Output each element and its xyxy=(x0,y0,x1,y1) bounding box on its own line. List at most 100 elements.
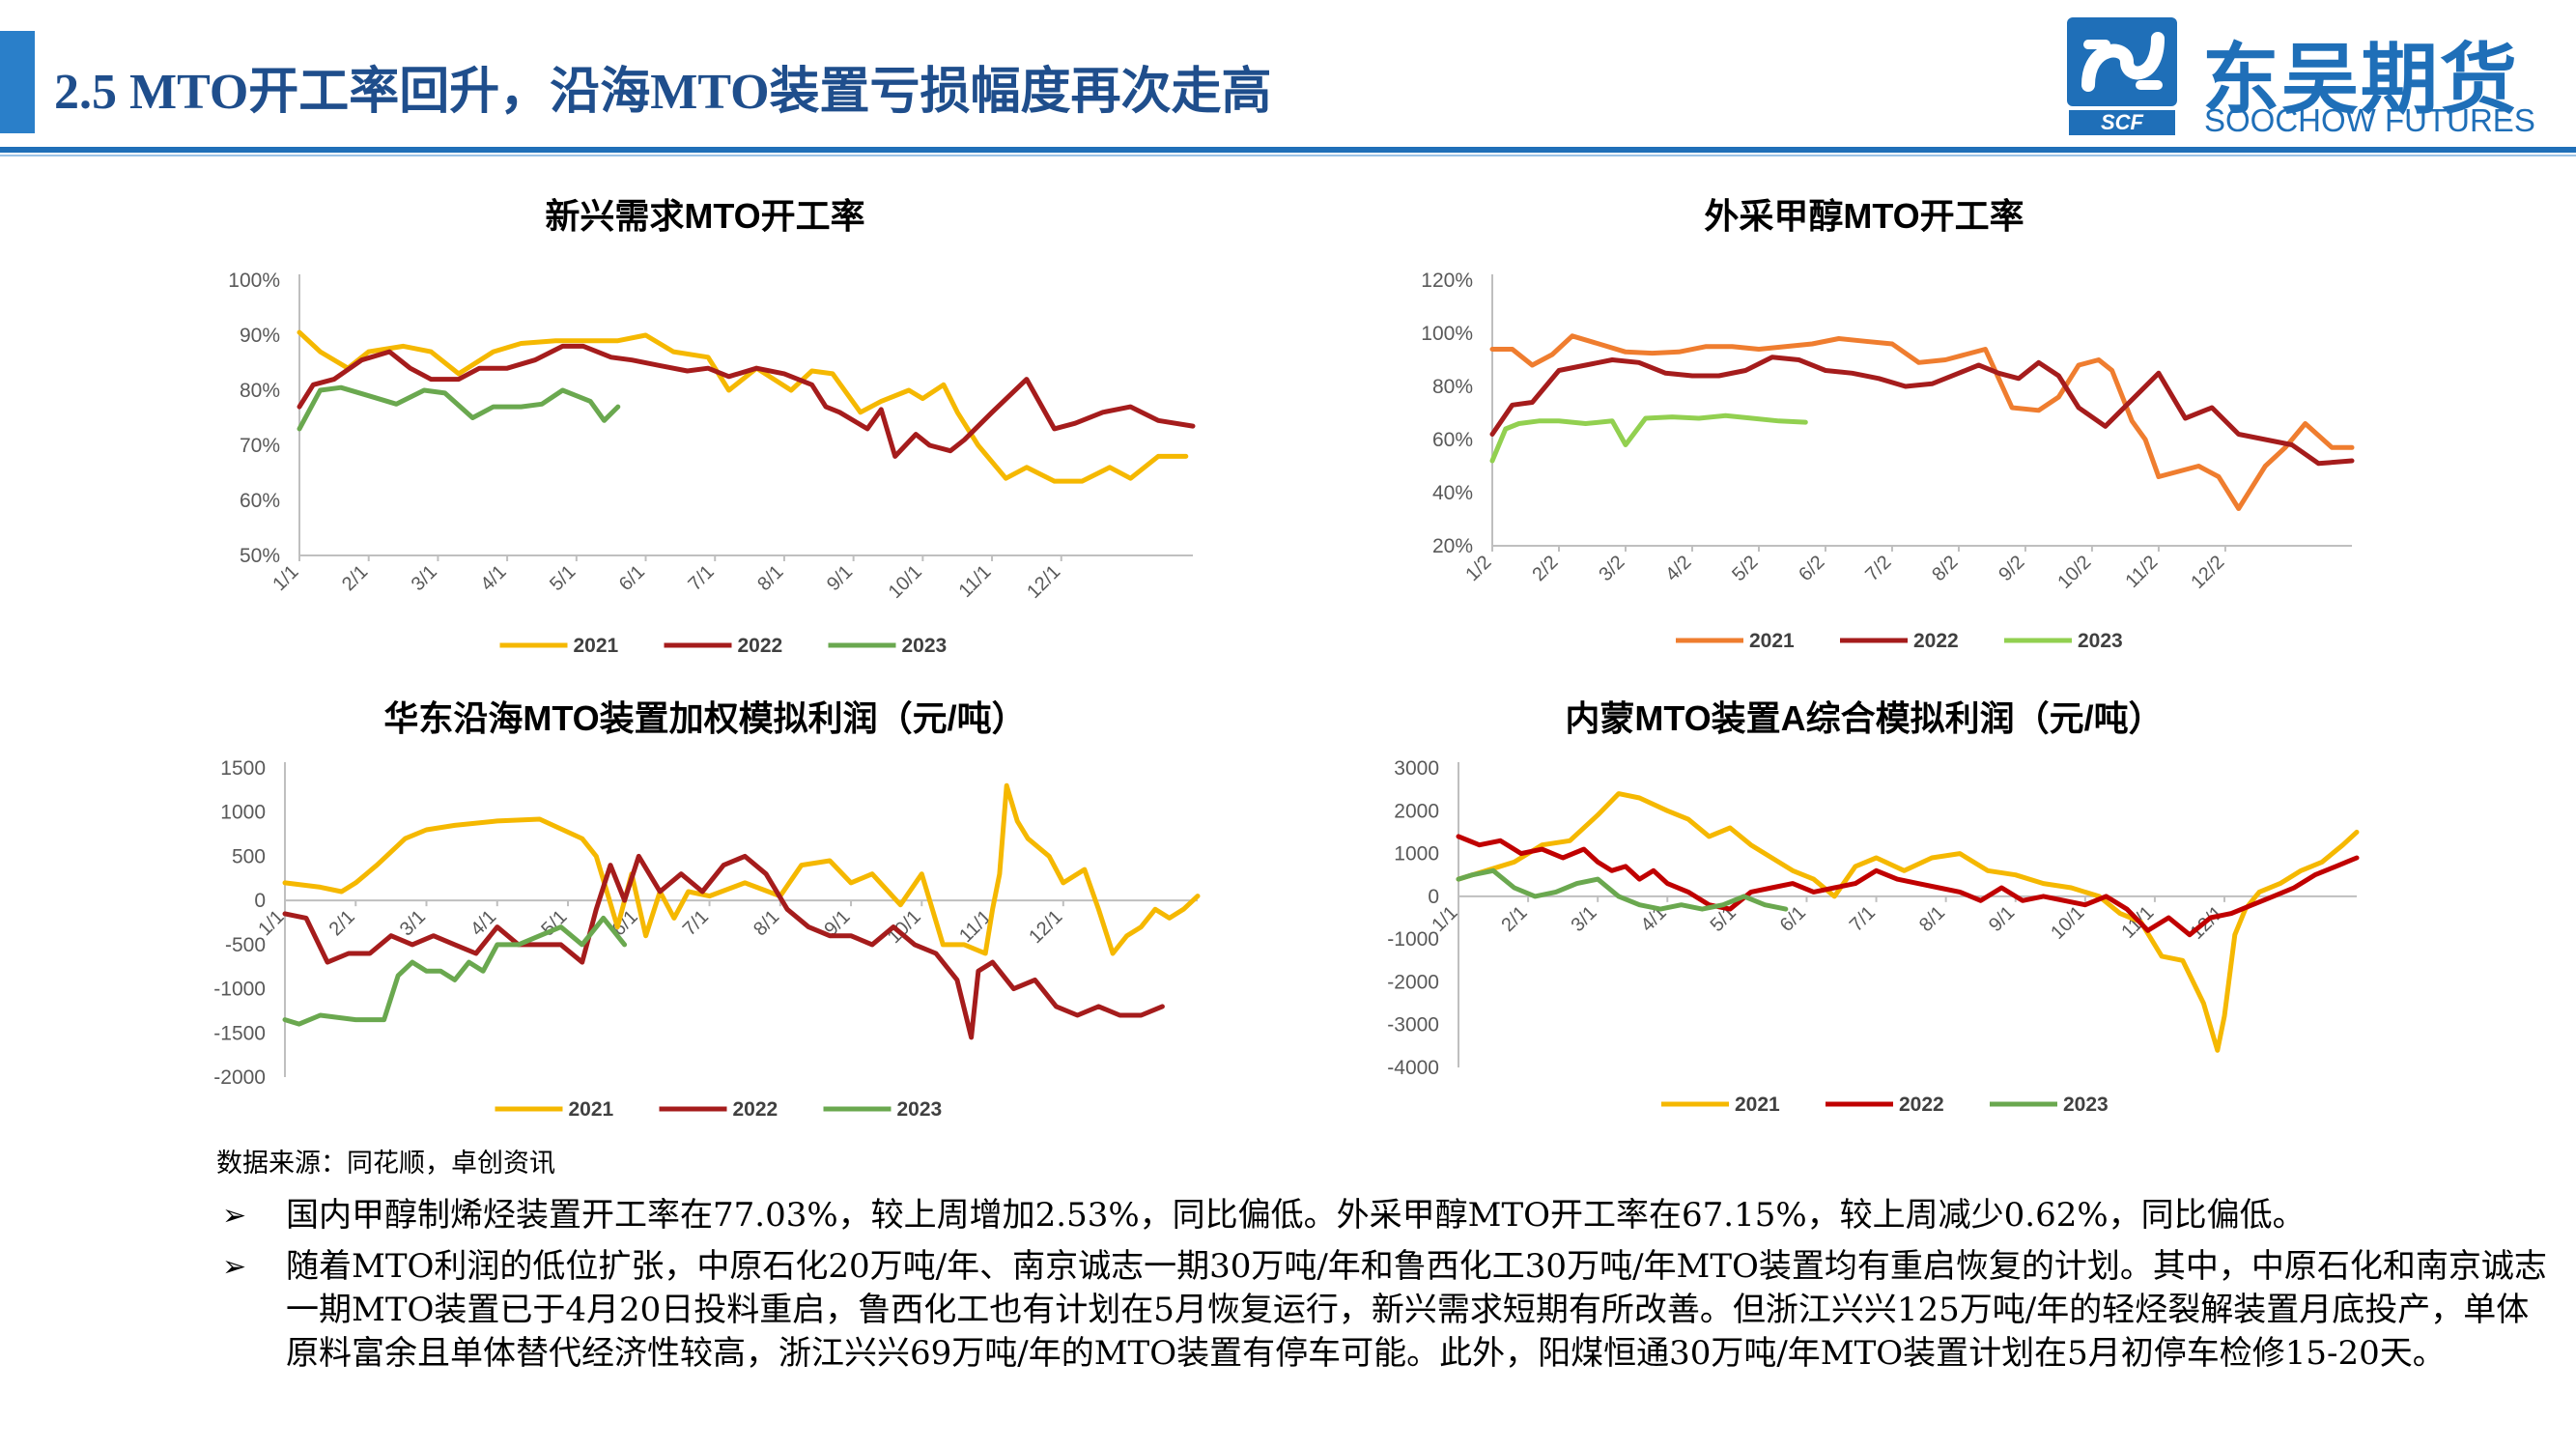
logo-chinese-name: 东吴期货 xyxy=(2202,35,2519,125)
x-tick-label: 8/2 xyxy=(1928,552,1962,585)
series-line-2022 xyxy=(282,853,1165,1040)
y-tick-label: 2000 xyxy=(1394,800,1439,822)
legend-label: 2022 xyxy=(1899,1094,1944,1116)
y-tick-label: -1500 xyxy=(213,1022,266,1044)
x-tick-label: 5/1 xyxy=(546,561,580,595)
series-line-2023 xyxy=(1489,412,1808,464)
x-tick-label: 12/1 xyxy=(1023,561,1064,603)
x-tick-label: 5/2 xyxy=(1728,552,1762,585)
legend-label: 2023 xyxy=(2063,1094,2109,1116)
bullet-text-2: 随着MTO利润的低位扩张，中原石化20万吨/年、南京诚志一期30万吨/年和鲁西化… xyxy=(286,1247,2547,1373)
y-tick-label: 1000 xyxy=(1394,843,1439,866)
x-tick-label: 6/1 xyxy=(615,561,649,595)
header-divider-light xyxy=(0,155,2576,156)
x-tick-label: 11/1 xyxy=(955,561,996,602)
x-tick-label: 7/1 xyxy=(1846,902,1880,936)
y-tick-label: 70% xyxy=(240,435,280,457)
x-tick-label: 8/1 xyxy=(753,561,787,595)
x-tick-label: 9/1 xyxy=(1985,902,2019,936)
header-divider xyxy=(0,147,2576,153)
x-tick-label: 3/2 xyxy=(1595,552,1628,585)
legend-label: 2021 xyxy=(1749,630,1795,652)
x-tick-label: 3/1 xyxy=(1567,902,1600,936)
x-tick-label: 8/1 xyxy=(750,906,783,940)
logo-mark-icon xyxy=(2067,17,2177,106)
y-tick-label: 100% xyxy=(228,270,280,292)
y-tick-label: 90% xyxy=(240,325,280,347)
y-tick-label: 500 xyxy=(232,845,266,867)
x-tick-label: 12/1 xyxy=(1025,906,1066,948)
x-tick-label: 2/1 xyxy=(1497,902,1531,936)
bullet-list: ➢ 国内甲醇制烯烃装置开工率在77.03%，较上周增加2.53%，同比偏低。外采… xyxy=(218,1194,2556,1383)
y-tick-label: 120% xyxy=(1421,270,1473,292)
y-tick-label: 60% xyxy=(240,490,280,512)
y-tick-label: 40% xyxy=(1432,482,1473,504)
chart-title: 外采甲醇MTO开工率 xyxy=(1704,196,2024,236)
y-tick-label: -2000 xyxy=(1387,971,1439,993)
x-tick-label: 7/1 xyxy=(685,561,719,595)
x-tick-label: 2/1 xyxy=(326,906,359,940)
legend-label: 2022 xyxy=(733,1098,778,1121)
legend-label: 2023 xyxy=(2078,630,2123,652)
x-tick-label: 11/2 xyxy=(2121,552,2162,592)
chart-title: 华东沿海MTO装置加权模拟利润（元/吨） xyxy=(383,698,1026,738)
company-logo: SCF 东吴期货 SOOCHOW FUTURES xyxy=(2065,15,2567,139)
y-tick-label: 50% xyxy=(240,545,280,567)
bullet-item-1: ➢ 国内甲醇制烯烃装置开工率在77.03%，较上周增加2.53%，同比偏低。外采… xyxy=(218,1194,2556,1237)
x-tick-label: 7/1 xyxy=(679,906,713,940)
y-tick-label: 20% xyxy=(1432,535,1473,557)
y-tick-label: 80% xyxy=(240,380,280,402)
y-tick-label: 0 xyxy=(1428,886,1439,908)
x-tick-label: 6/2 xyxy=(1795,552,1828,585)
title-accent-bar xyxy=(0,31,35,133)
y-tick-label: -500 xyxy=(225,934,266,956)
legend-label: 2023 xyxy=(897,1098,943,1121)
series-line-2023 xyxy=(1456,867,1789,912)
x-tick-label: 12/2 xyxy=(2187,552,2228,593)
bullet-item-2: ➢ 随着MTO利润的低位扩张，中原石化20万吨/年、南京诚志一期30万吨/年和鲁… xyxy=(218,1245,2556,1376)
bullet-text-1: 国内甲醇制烯烃装置开工率在77.03%，较上周增加2.53%，同比偏低。外采甲醇… xyxy=(286,1196,2306,1235)
y-tick-label: 0 xyxy=(254,890,266,912)
x-tick-label: 10/1 xyxy=(885,561,926,603)
y-tick-label: 100% xyxy=(1421,323,1473,345)
y-tick-label: 1000 xyxy=(220,802,266,824)
series-line-2021 xyxy=(1456,791,2360,1053)
y-tick-label: -1000 xyxy=(213,979,266,1001)
y-tick-label: -1000 xyxy=(1387,928,1439,951)
legend-label: 2021 xyxy=(569,1098,614,1121)
legend-label: 2021 xyxy=(1735,1094,1780,1116)
series-line-2021 xyxy=(297,329,1189,484)
series-line-2022 xyxy=(297,343,1196,459)
series-line-2023 xyxy=(297,384,621,432)
series-line-2022 xyxy=(1489,355,2355,467)
x-tick-label: 9/2 xyxy=(1995,552,2028,585)
x-tick-label: 4/1 xyxy=(467,906,500,940)
legend-label: 2023 xyxy=(902,635,948,657)
x-tick-label: 8/1 xyxy=(1915,902,1949,936)
legend-label: 2022 xyxy=(1913,630,1959,652)
series-line-2023 xyxy=(282,915,628,1027)
x-tick-label: 4/1 xyxy=(476,561,510,595)
legend-label: 2022 xyxy=(738,635,783,657)
series-line-2022 xyxy=(1456,834,2360,938)
y-tick-label: -2000 xyxy=(213,1066,266,1089)
x-tick-label: 2/2 xyxy=(1528,552,1562,585)
x-tick-label: 4/2 xyxy=(1661,552,1695,585)
page-title: 2.5 MTO开工率回升，沿海MTO装置亏损幅度再次走高 xyxy=(54,65,1272,120)
logo-scf-text: SCF xyxy=(2069,110,2175,135)
y-tick-label: 80% xyxy=(1432,376,1473,398)
chart-inner-mongolia-mto-profit: 内蒙MTO装置A综合模拟利润（元/吨） -4000 -3000 -2000 -1000 0… xyxy=(1387,698,2360,1116)
logo-english-name: SOOCHOW FUTURES xyxy=(2204,102,2535,138)
y-tick-label: -3000 xyxy=(1387,1014,1439,1037)
bullet-arrow-icon: ➢ xyxy=(222,1199,247,1233)
chart-title: 新兴需求MTO开工率 xyxy=(545,196,864,236)
chart-east-china-mto-profit: 华东沿海MTO装置加权模拟利润（元/吨） -2000 -1500 -1000 -500 0… xyxy=(213,698,1201,1121)
series-line-2021 xyxy=(1489,333,2355,511)
chart-title: 内蒙MTO装置A综合模拟利润（元/吨） xyxy=(1565,698,2163,738)
x-tick-label: 3/1 xyxy=(408,561,441,595)
y-tick-label: -4000 xyxy=(1387,1057,1439,1079)
y-tick-label: 60% xyxy=(1432,429,1473,451)
x-tick-label: 10/2 xyxy=(2053,552,2095,593)
